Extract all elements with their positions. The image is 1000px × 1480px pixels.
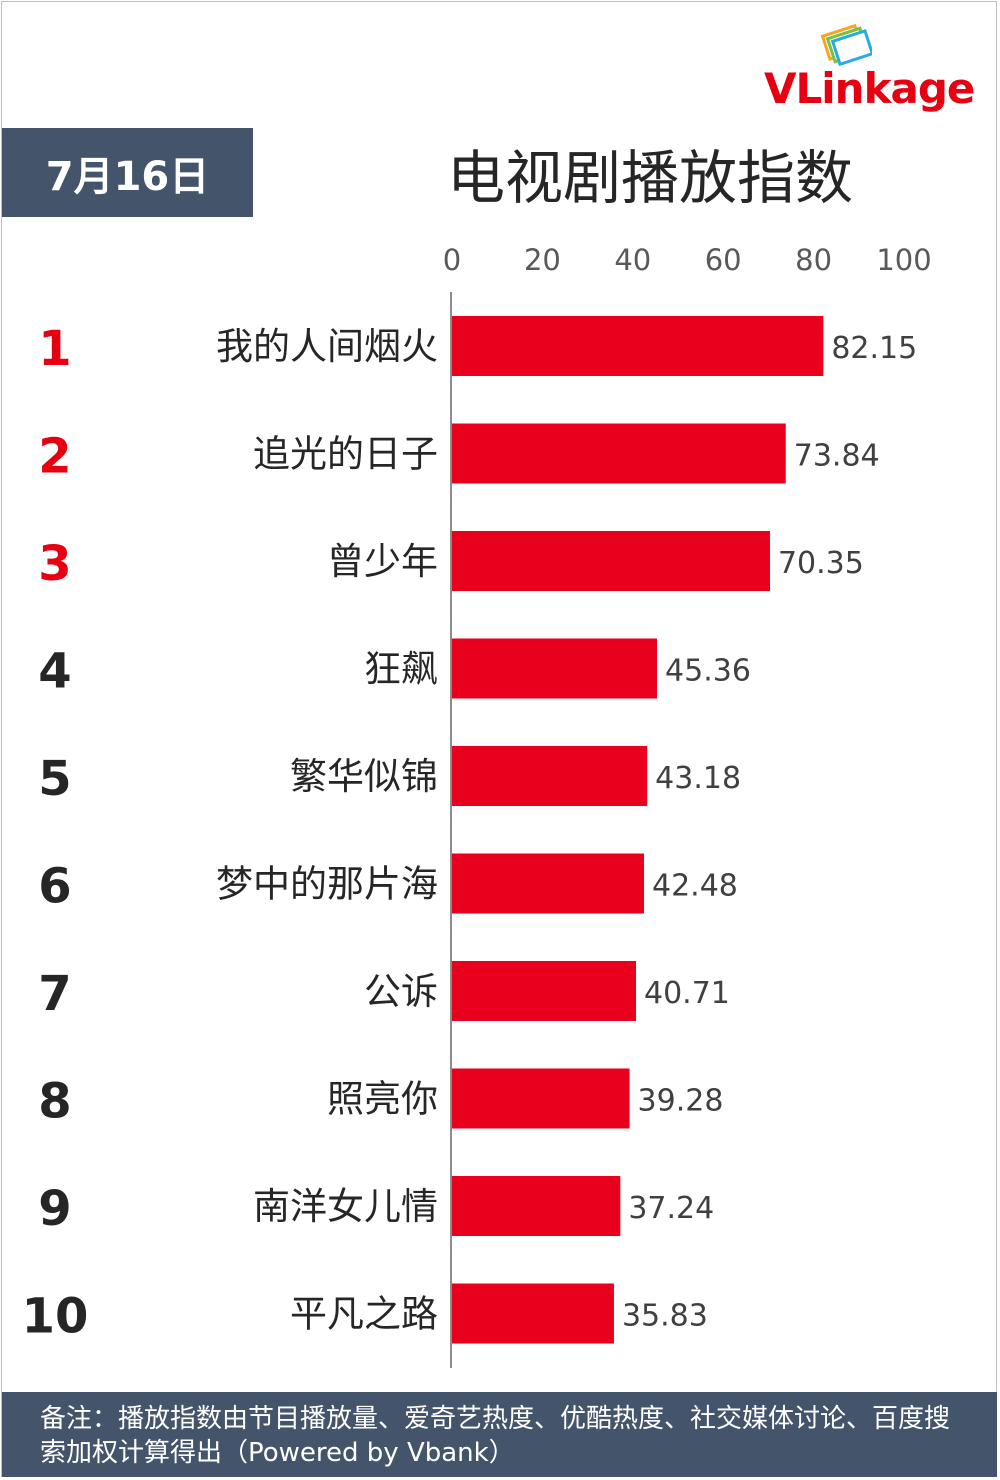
bar [452,961,637,1021]
category-label: 追光的日子 [253,433,438,476]
bar [452,746,648,806]
rank-number: 2 [38,429,71,485]
category-label: 我的人间烟火 [216,325,438,368]
bar [452,1176,621,1236]
category-label: 梦中的那片海 [216,863,438,906]
bar [452,1283,614,1344]
logo-wordmark: VLinkage [764,64,975,113]
bar [452,531,770,591]
value-label: 37.24 [628,1191,714,1226]
bar [452,638,658,699]
value-label: 39.28 [638,1084,724,1119]
value-label: 70.35 [778,546,864,581]
x-tick-label: 100 [876,243,931,277]
category-label: 照亮你 [327,1078,438,1121]
rank-number: 5 [38,751,71,807]
x-tick-label: 60 [705,243,742,277]
category-label: 狂飙 [364,648,438,691]
rank-number: 8 [38,1074,71,1130]
category-label: 南洋女儿情 [253,1185,438,1228]
category-label: 繁华似锦 [290,755,438,798]
rank-number: 10 [22,1289,89,1345]
vlinkage-logo: VLinkage [760,20,992,113]
date-badge: 7月16日 [2,128,253,217]
rank-number: 4 [38,644,71,700]
x-tick-label: 80 [795,243,832,277]
rank-number: 1 [38,321,71,377]
bar [452,316,824,376]
value-label: 82.15 [831,331,917,366]
value-label: 42.48 [652,869,738,904]
bar [452,423,786,484]
footnote: 备注：播放指数由节目播放量、爱奇艺热度、优酷热度、社交媒体讨论、百度搜索加权计算… [2,1392,997,1477]
bar [452,853,645,914]
value-label: 73.84 [794,439,880,474]
value-label: 40.71 [644,976,730,1011]
category-label: 公诉 [364,970,438,1013]
x-tick-label: 20 [524,243,561,277]
rank-number: 6 [38,859,71,915]
value-label: 43.18 [655,761,741,796]
bar [452,1068,630,1129]
x-tick-label: 0 [443,243,461,277]
chart-title: 电视剧播放指数 [446,144,853,212]
rank-number: 7 [38,966,71,1022]
category-label: 曾少年 [327,540,438,583]
logo-cards-icon [820,23,872,66]
category-label: 平凡之路 [290,1293,438,1336]
rank-number: 9 [38,1181,71,1237]
value-label: 35.83 [622,1299,708,1334]
x-tick-label: 40 [614,243,651,277]
value-label: 45.36 [665,654,751,689]
bar-chart: 0 20 40 60 80 100 1 我的人间烟火 82.15 2 追光的日子 73.84 3 曾少年 7… [22,243,932,1368]
rank-number: 3 [38,536,71,592]
